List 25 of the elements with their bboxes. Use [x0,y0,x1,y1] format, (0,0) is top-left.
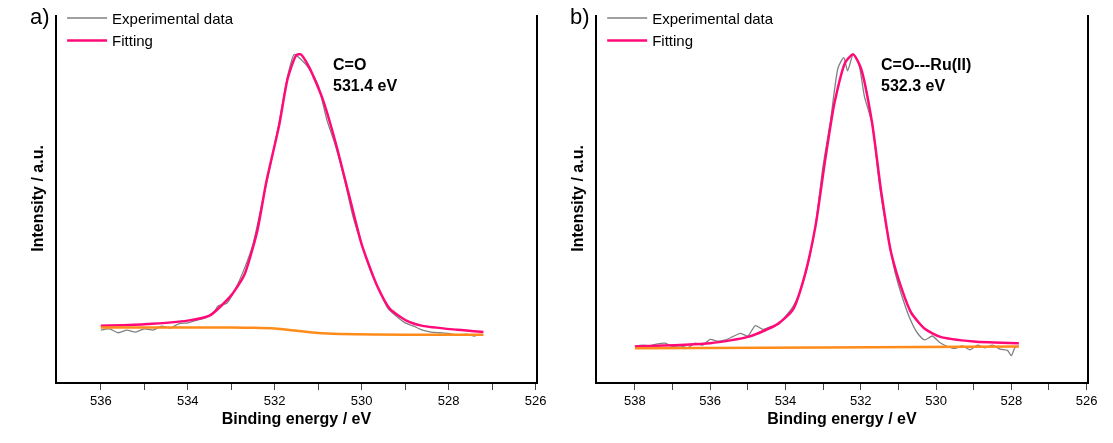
x-tick-label: 530 [350,393,373,409]
legend-label: Experimental data [112,9,234,27]
x-tick-label: 528 [437,393,460,409]
x-tick-label: 526 [524,393,547,409]
x-tick-label: 534 [176,393,199,409]
x-axis-title: Binding energy / eV [221,410,372,428]
x-axis-title: Binding energy / eV [767,410,917,428]
x-tick-label: 530 [925,393,947,409]
x-tick-label: 536 [699,393,722,409]
legend-label: Fitting [112,32,153,50]
x-tick-label: 538 [624,393,646,409]
legend-label: Fitting [652,32,694,50]
annotation: C=O---Ru(II) 532.3 eV [881,56,972,94]
legend-label: Experimental data [652,9,774,27]
x-tick-label: 532 [849,393,872,409]
annotation: C=O 531.4 eV [333,56,398,94]
y-axis-title: Intensity / a.u. [568,145,586,252]
y-axis-title: Intensity / a.u. [28,145,46,252]
x-tick-label: 526 [1075,393,1098,409]
text: b) [570,4,590,29]
x-tick-label: 532 [263,393,286,409]
x-tick-label: 534 [774,393,797,409]
x-tick-label: 528 [1000,393,1023,409]
x-tick-label: 536 [89,393,112,409]
text: a) [30,4,50,29]
